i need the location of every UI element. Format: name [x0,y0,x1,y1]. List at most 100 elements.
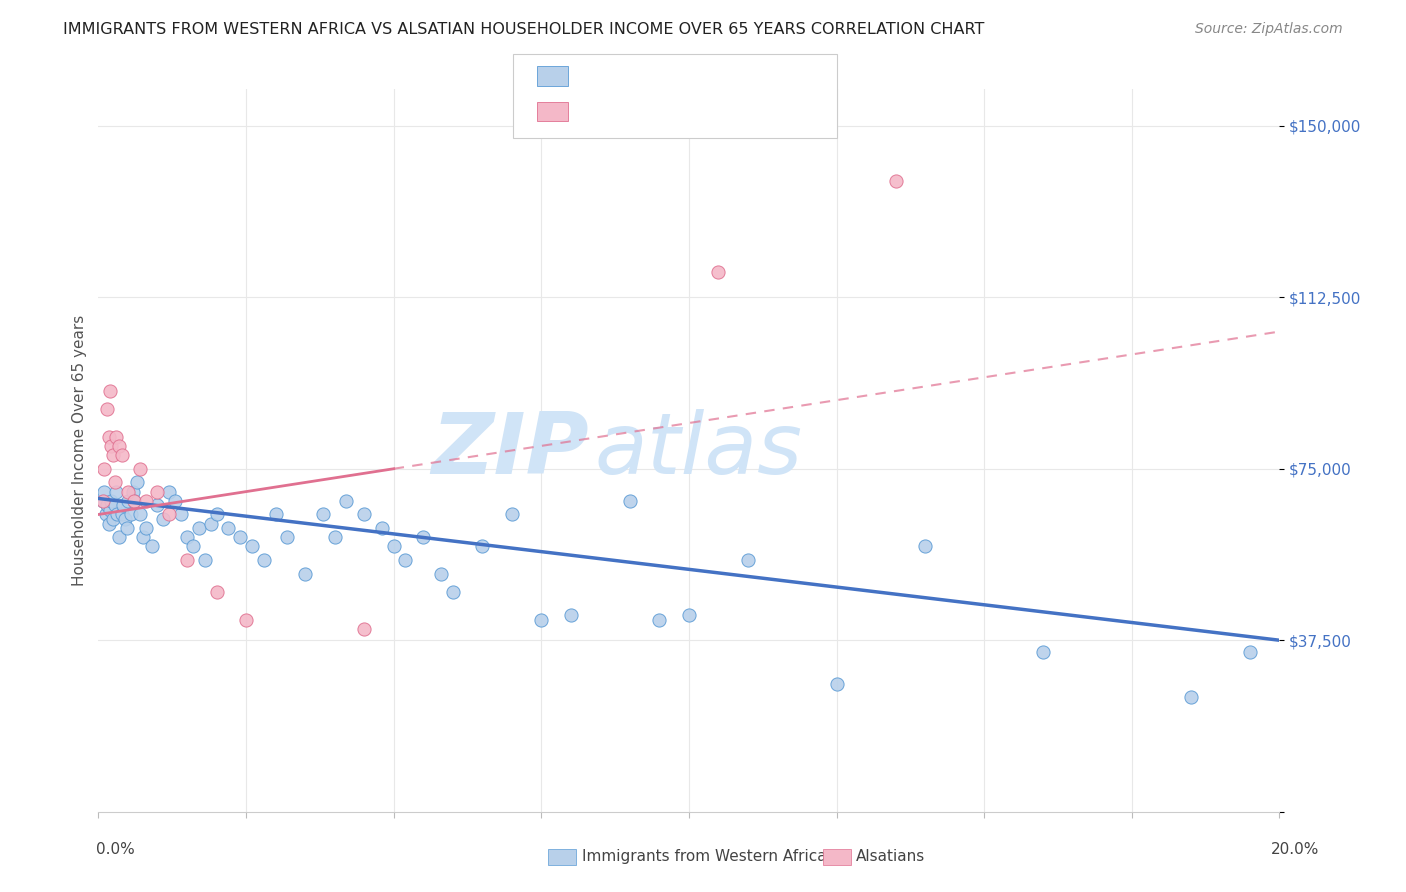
Point [146,484,169,499]
Text: 0.253: 0.253 [609,103,662,117]
Point [294,566,316,581]
Text: -0.517: -0.517 [609,67,664,81]
Point [1032,645,1054,659]
Point [471,540,494,554]
Point [103,448,125,462]
Point [530,613,553,627]
Text: R =: R = [576,103,610,117]
Point [229,530,252,544]
Point [165,493,187,508]
Text: ZIP: ZIP [430,409,589,492]
Point [200,516,222,531]
Point [240,540,263,554]
Text: atlas: atlas [595,409,803,492]
Point [98,516,121,531]
Text: 0.0%: 0.0% [96,842,135,856]
Text: R =: R = [576,67,610,81]
Point [394,553,416,567]
Point [98,384,121,398]
Point [117,484,139,499]
Point [205,508,228,522]
Point [121,484,143,499]
Point [146,499,169,513]
Point [104,499,127,513]
Text: N =: N = [675,103,709,117]
Point [181,540,204,554]
Point [103,512,125,526]
Text: Source: ZipAtlas.com: Source: ZipAtlas.com [1195,22,1343,37]
Point [98,430,121,444]
Point [96,499,118,513]
Point [441,585,464,599]
Point [884,174,907,188]
Point [176,530,198,544]
Point [312,508,335,522]
Point [235,613,257,627]
Text: Alsatians: Alsatians [856,849,925,863]
Point [707,265,730,279]
Point [135,493,157,508]
Point [111,448,134,462]
Text: Immigrants from Western Africa: Immigrants from Western Africa [582,849,827,863]
Point [412,530,434,544]
Point [122,493,145,508]
Point [157,484,180,499]
Text: 20.0%: 20.0% [1271,842,1319,856]
Point [122,493,145,508]
Point [98,503,121,517]
Point [108,530,131,544]
Point [141,540,163,554]
Point [104,475,127,490]
Point [91,493,114,508]
Point [335,493,357,508]
Point [100,439,122,453]
Point [914,540,936,554]
Point [825,676,848,690]
Point [94,508,117,522]
Point [117,493,139,508]
Point [353,508,375,522]
Y-axis label: Householder Income Over 65 years: Householder Income Over 65 years [72,315,87,586]
Point [112,499,135,513]
Point [100,493,122,508]
Point [157,508,180,522]
Point [125,475,148,490]
Point [648,613,671,627]
Point [93,484,115,499]
Point [132,530,155,544]
Point [120,508,142,522]
Text: N =: N = [675,67,709,81]
Text: 23: 23 [707,103,728,117]
Point [105,430,128,444]
Point [264,508,287,522]
Point [194,553,217,567]
Point [170,508,193,522]
Point [105,484,128,499]
Point [96,402,118,417]
Point [560,608,582,623]
Text: IMMIGRANTS FROM WESTERN AFRICA VS ALSATIAN HOUSEHOLDER INCOME OVER 65 YEARS CORR: IMMIGRANTS FROM WESTERN AFRICA VS ALSATI… [63,22,984,37]
Point [93,462,115,476]
Point [678,608,700,623]
Point [501,508,523,522]
Point [205,585,228,599]
Point [353,622,375,636]
Point [114,512,136,526]
Point [115,521,138,535]
Point [128,508,150,522]
Point [430,566,453,581]
Point [382,540,405,554]
Point [105,508,128,522]
Point [128,462,150,476]
Point [187,521,209,535]
Point [135,521,157,535]
Point [91,493,114,508]
Point [176,553,198,567]
Point [737,553,759,567]
Text: 66: 66 [707,67,728,81]
Point [1180,690,1202,705]
Point [253,553,276,567]
Point [152,512,174,526]
Point [323,530,346,544]
Point [108,439,131,453]
